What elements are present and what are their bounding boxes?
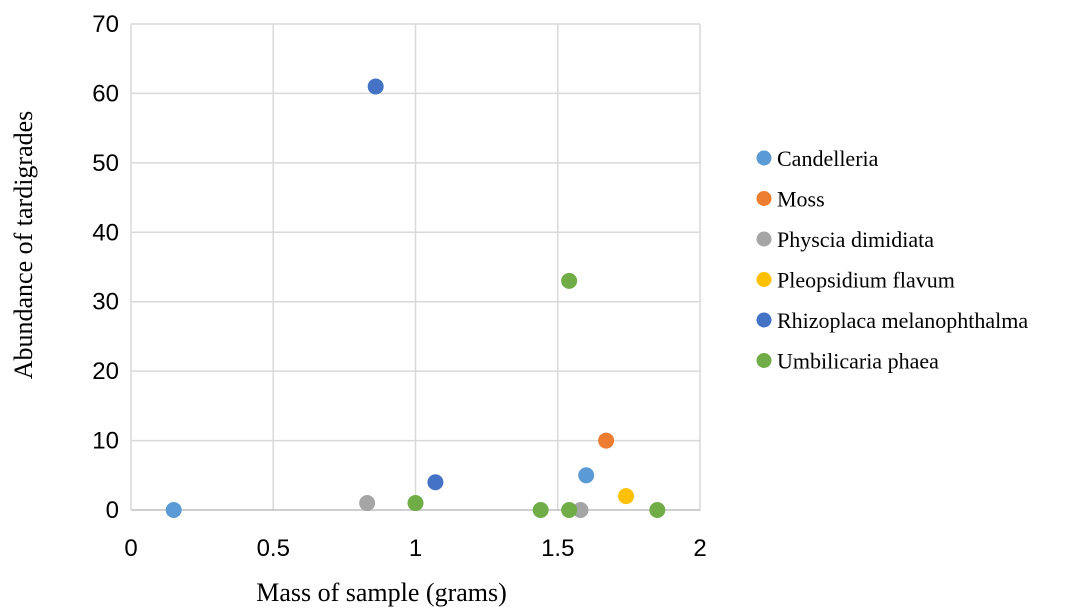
data-point [427, 474, 444, 491]
x-tick-label: 0.5 [257, 535, 290, 562]
legend-marker [756, 150, 772, 166]
data-points [165, 78, 666, 518]
data-point [561, 502, 578, 518]
legend-label: Candelleria [777, 146, 879, 171]
axes: 0 10 20 30 40 50 60 70 0 0.5 1 1.5 2 [92, 11, 706, 562]
gridlines [131, 23, 701, 510]
legend-marker [756, 191, 772, 206]
legend-marker [756, 312, 772, 328]
legend-marker [756, 231, 772, 247]
data-point [578, 467, 595, 484]
y-tick-label: 60 [92, 80, 119, 107]
x-axis-title: Mass of sample (grams) [256, 578, 507, 607]
data-point [165, 502, 182, 518]
data-point [407, 495, 424, 512]
legend-marker [756, 353, 772, 368]
y-tick-label: 30 [92, 289, 119, 316]
legend-label: Pleopsidium flavum [777, 268, 955, 293]
data-point [649, 502, 666, 518]
data-point [572, 502, 589, 518]
legend: Candelleria Moss Physcia dimidiata Pleopsid… [756, 146, 1028, 374]
data-point [561, 272, 578, 289]
legend-label: Umbilicaria phaea [777, 349, 939, 374]
x-tick-label: 1 [409, 535, 422, 562]
legend-label: Rhizoplaca melanophthalma [777, 308, 1028, 333]
legend-label: Moss [777, 187, 825, 212]
x-tick-label: 2 [693, 535, 706, 562]
y-tick-label: 10 [92, 428, 119, 455]
x-tick-label: 1.5 [541, 535, 574, 562]
data-point [359, 495, 376, 512]
y-axis-title: Abundance of tardigrades [9, 111, 38, 380]
legend-label: Physcia dimidiata [777, 227, 934, 252]
y-tick-label: 0 [106, 497, 119, 524]
data-point [367, 78, 384, 95]
x-tick-label: 0 [124, 535, 137, 562]
data-point [618, 488, 635, 505]
y-tick-label: 20 [92, 358, 119, 385]
legend-marker [756, 272, 772, 287]
y-tick-label: 40 [92, 219, 119, 246]
data-point [598, 432, 615, 449]
y-tick-label: 50 [92, 150, 119, 177]
y-tick-label: 70 [92, 11, 119, 38]
data-point [532, 502, 549, 518]
